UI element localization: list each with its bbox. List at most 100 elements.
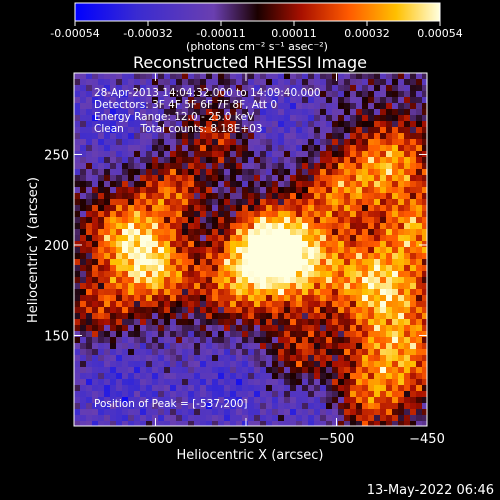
heatmap-cell <box>170 283 176 289</box>
heatmap-cell <box>320 115 326 121</box>
heatmap-cell <box>404 373 410 379</box>
heatmap-cell <box>74 349 80 355</box>
heatmap-cell <box>326 283 332 289</box>
heatmap-cell <box>230 199 236 205</box>
heatmap-cell <box>158 373 164 379</box>
heatmap-cell <box>134 169 140 175</box>
heatmap-cell <box>302 193 308 199</box>
heatmap-cell <box>98 319 104 325</box>
heatmap-cell <box>350 211 356 217</box>
heatmap-cell <box>254 289 260 295</box>
heatmap-cell <box>104 325 110 331</box>
heatmap-cell <box>80 337 86 343</box>
heatmap-cell <box>74 235 80 241</box>
heatmap-cell <box>362 331 368 337</box>
heatmap-cell <box>362 289 368 295</box>
heatmap-cell <box>404 97 410 103</box>
heatmap-cell <box>350 355 356 361</box>
heatmap-cell <box>104 199 110 205</box>
heatmap-cell <box>416 283 422 289</box>
heatmap-cell <box>272 199 278 205</box>
heatmap-cell <box>74 283 80 289</box>
heatmap-cell <box>86 157 92 163</box>
heatmap-cell <box>230 85 236 91</box>
heatmap-cell <box>272 325 278 331</box>
heatmap-cell <box>146 295 152 301</box>
heatmap-cell <box>272 403 278 409</box>
heatmap-cell <box>128 235 134 241</box>
heatmap-cell <box>140 367 146 373</box>
heatmap-cell <box>350 139 356 145</box>
heatmap-cell <box>206 187 212 193</box>
heatmap-cell <box>218 139 224 145</box>
heatmap-cell <box>110 391 116 397</box>
heatmap-cell <box>422 157 427 163</box>
heatmap-cell <box>296 313 302 319</box>
heatmap-cell <box>320 109 326 115</box>
heatmap-cell <box>206 241 212 247</box>
heatmap-cell <box>236 139 242 145</box>
heatmap-cell <box>110 415 116 421</box>
heatmap-cell <box>260 127 266 133</box>
heatmap-cell <box>284 337 290 343</box>
heatmap-cell <box>248 187 254 193</box>
heatmap-cell <box>308 283 314 289</box>
heatmap-cell <box>320 301 326 307</box>
heatmap-cell <box>398 265 404 271</box>
heatmap-cell <box>362 337 368 343</box>
heatmap-cell <box>308 175 314 181</box>
heatmap-cell <box>200 265 206 271</box>
heatmap-cell <box>404 385 410 391</box>
heatmap-cell <box>122 175 128 181</box>
heatmap-cell <box>422 397 427 403</box>
heatmap-cell <box>290 139 296 145</box>
heatmap-cell <box>248 331 254 337</box>
heatmap-cell <box>206 211 212 217</box>
heatmap-cell <box>104 79 110 85</box>
heatmap-cell <box>422 79 427 85</box>
heatmap-cell <box>266 205 272 211</box>
heatmap-cell <box>188 175 194 181</box>
heatmap-cell <box>416 181 422 187</box>
heatmap-cell <box>116 295 122 301</box>
heatmap-cell <box>404 235 410 241</box>
heatmap-cell <box>122 241 128 247</box>
heatmap-cell <box>146 181 152 187</box>
heatmap-cell <box>416 103 422 109</box>
heatmap-cell <box>398 373 404 379</box>
heatmap-cell <box>116 151 122 157</box>
heatmap-cell <box>392 367 398 373</box>
heatmap-cell <box>80 133 86 139</box>
heatmap-cell <box>152 229 158 235</box>
heatmap-cell <box>200 271 206 277</box>
heatmap-cell <box>392 349 398 355</box>
heatmap-cell <box>182 361 188 367</box>
heatmap-cell <box>182 313 188 319</box>
heatmap-cell <box>236 391 242 397</box>
heatmap-cell <box>302 415 308 421</box>
heatmap-cell <box>254 133 260 139</box>
heatmap-cell <box>332 187 338 193</box>
heatmap-cell <box>86 295 92 301</box>
heatmap-cell <box>128 337 134 343</box>
heatmap-cell <box>260 79 266 85</box>
heatmap-cell <box>374 103 380 109</box>
heatmap-cell <box>314 157 320 163</box>
heatmap-cell <box>116 415 122 421</box>
heatmap-cell <box>242 397 248 403</box>
heatmap-cell <box>224 139 230 145</box>
heatmap-cell <box>350 235 356 241</box>
heatmap-cell <box>230 253 236 259</box>
heatmap-cell <box>344 307 350 313</box>
heatmap-cell <box>302 373 308 379</box>
heatmap-cell <box>374 133 380 139</box>
heatmap-cell <box>296 397 302 403</box>
heatmap-cell <box>422 139 427 145</box>
heatmap-cell <box>380 199 386 205</box>
heatmap-cell <box>98 109 104 115</box>
heatmap-cell <box>230 139 236 145</box>
heatmap-cell <box>356 385 362 391</box>
heatmap-cell <box>284 403 290 409</box>
heatmap-cell <box>320 187 326 193</box>
heatmap-cell <box>224 343 230 349</box>
